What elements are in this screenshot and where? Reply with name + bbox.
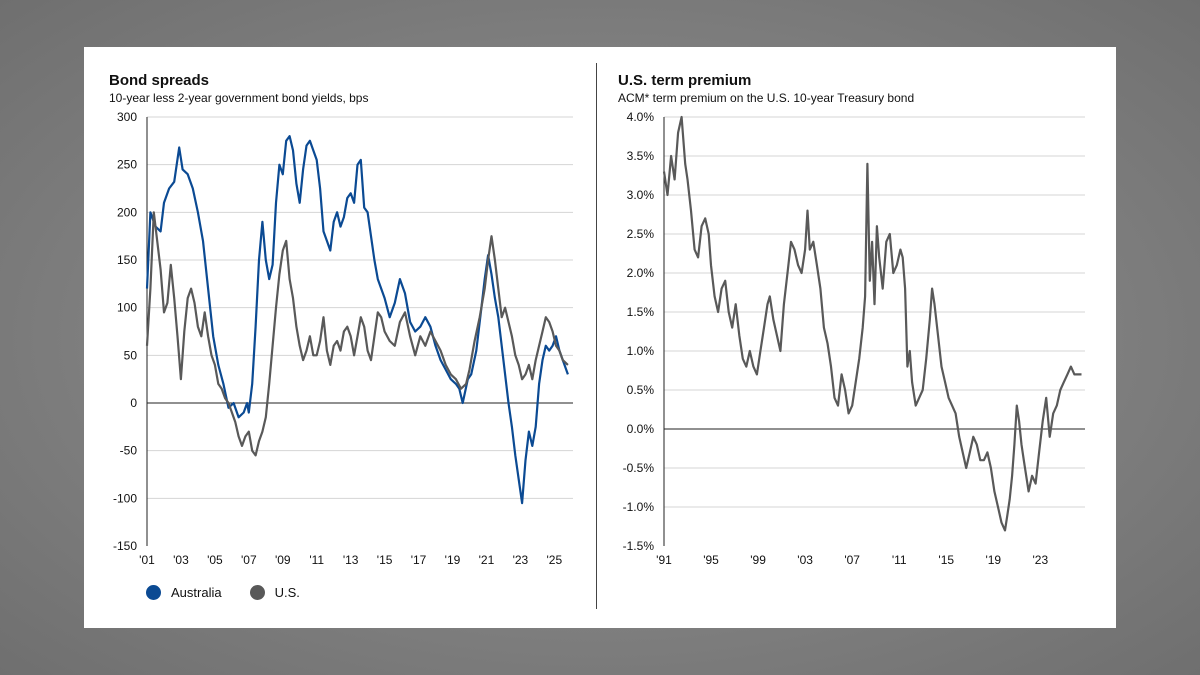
legend-item-australia: Australia: [146, 585, 222, 600]
legend-label-us: U.S.: [274, 585, 300, 600]
term-premium-y-tick-label: 0.5%: [627, 383, 655, 397]
bond-spreads-x-tick-label: '17: [411, 553, 427, 567]
bond-spreads-x-tick-label: '21: [479, 553, 495, 567]
bond-spreads-x-tick-label: '07: [241, 553, 257, 567]
legend: Australia U.S.: [146, 585, 328, 600]
chart-card: Bond spreads 10-year less 2-year governm…: [84, 47, 1116, 628]
term-premium-x-tick-label: '11: [892, 553, 907, 567]
bond-spreads-line-u-s: [145, 211, 569, 457]
term-premium-x-tick-label: '07: [844, 553, 860, 567]
bond-spreads-y-tick-label: -50: [120, 444, 138, 458]
legend-label-australia: Australia: [171, 585, 222, 600]
term-premium-x-tick-label: '15: [938, 553, 954, 567]
legend-item-us: U.S.: [249, 585, 300, 600]
legend-swatch-australia: [146, 585, 161, 600]
term-premium-y-tick-label: 4.0%: [627, 110, 655, 124]
bond-spreads-x-tick-label: '11: [309, 553, 324, 567]
bond-spreads-x-tick-label: '15: [377, 553, 393, 567]
bond-spreads-y-tick-label: 50: [124, 348, 138, 362]
bond-spreads-x-tick-label: '25: [547, 553, 563, 567]
term-premium-line-series: [662, 115, 1082, 532]
bond-spreads-line-australia: [145, 135, 569, 505]
term-premium-y-tick-label: -1.5%: [623, 539, 655, 553]
bond-spreads-y-tick-label: 200: [117, 205, 137, 219]
right-chart-subtitle: ACM* term premium on the U.S. 10-year Tr…: [618, 91, 915, 105]
term-premium-y-tick-label: -1.0%: [623, 500, 655, 514]
bond-spreads-y-tick-label: 100: [117, 301, 137, 315]
legend-swatch-us: [249, 585, 265, 600]
term-premium-x-tick-label: '23: [1032, 553, 1048, 567]
bond-spreads-y-tick-label: -150: [113, 539, 137, 553]
right-chart-title: U.S. term premium: [618, 72, 752, 89]
term-premium-x-tick-label: '03: [797, 553, 813, 567]
bond-spreads-y-tick-label: 250: [117, 158, 137, 172]
left-chart-subtitle: 10-year less 2-year government bond yiel…: [109, 91, 369, 105]
bond-spreads-x-tick-label: '01: [139, 553, 155, 567]
bond-spreads-x-tick-label: '03: [173, 553, 189, 567]
term-premium-x-tick-label: '91: [656, 553, 672, 567]
term-premium-x-tick-label: '95: [703, 553, 719, 567]
bond-spreads-y-tick-label: 150: [117, 253, 137, 267]
bond-spreads-y-tick-label: 0: [130, 396, 137, 410]
bond-spreads-x-tick-label: '05: [207, 553, 223, 567]
term-premium-x-tick-label: '99: [750, 553, 766, 567]
bond-spreads-x-tick-label: '19: [445, 553, 461, 567]
term-premium-y-tick-label: 2.5%: [627, 227, 655, 241]
bond-spreads-x-tick-label: '23: [513, 553, 529, 567]
bond-spreads-y-tick-label: 300: [117, 110, 137, 124]
term-premium-chart: 4.0% 3.5% 3.0% 2.5% 2.0% 1.5% 1.0% 0.5% 0.0% -0.5…: [623, 110, 1085, 567]
term-premium-y-tick-label: -0.5%: [623, 461, 655, 475]
term-premium-y-tick-label: 0.0%: [627, 422, 655, 436]
bond-spreads-x-tick-label: '09: [275, 553, 291, 567]
term-premium-y-tick-label: 2.0%: [627, 266, 655, 280]
term-premium-y-tick-label: 1.5%: [627, 305, 655, 319]
panel-divider: [596, 63, 597, 609]
bond-spreads-y-tick-label: -100: [113, 491, 137, 505]
term-premium-y-tick-label: 1.0%: [627, 344, 655, 358]
term-premium-y-tick-label: 3.5%: [627, 149, 655, 163]
term-premium-y-tick-label: 3.0%: [627, 188, 655, 202]
bond-spreads-chart: 300 250 200 150 100 50 0 -50 -100 -150'01 '03 '05 '0…: [113, 110, 573, 567]
bond-spreads-x-tick-label: '13: [343, 553, 359, 567]
left-chart-title: Bond spreads: [109, 72, 210, 89]
term-premium-x-tick-label: '19: [985, 553, 1001, 567]
